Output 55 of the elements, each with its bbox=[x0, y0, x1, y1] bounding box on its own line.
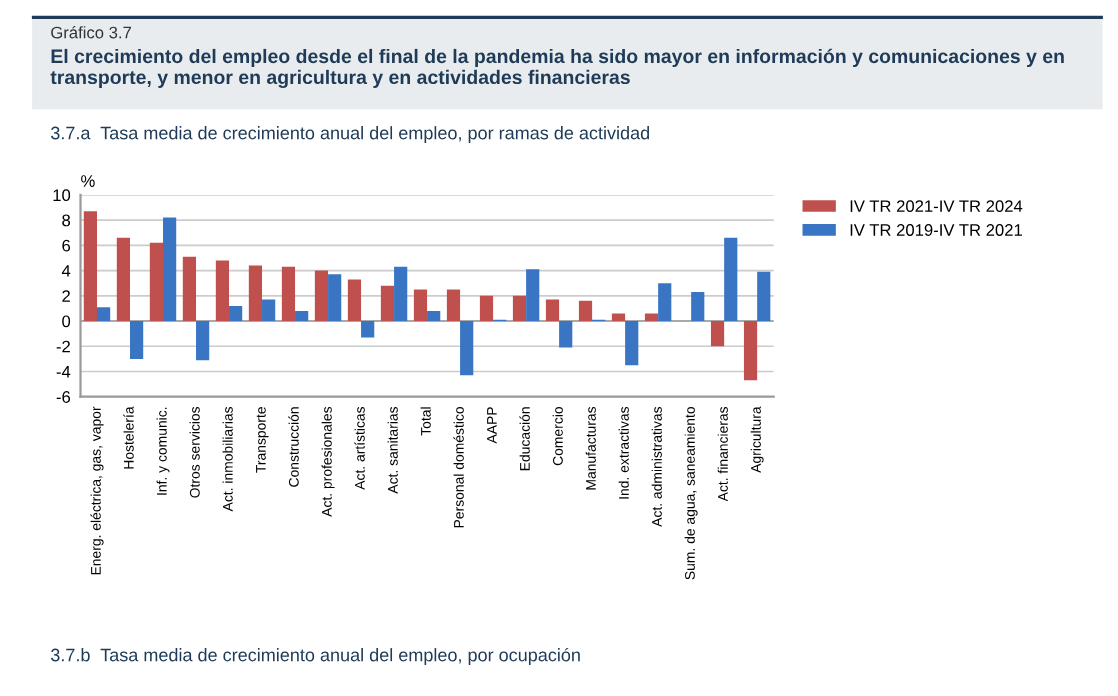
bar bbox=[625, 321, 639, 366]
y-tick-label: 2 bbox=[62, 290, 70, 302]
y-tick-label: 10 bbox=[53, 189, 71, 202]
y-tick-label: -2 bbox=[56, 340, 70, 353]
bar bbox=[281, 266, 296, 322]
bar bbox=[248, 265, 263, 322]
y-tick-label: 6 bbox=[62, 239, 71, 252]
y-tick-label: -6 bbox=[56, 391, 71, 403]
bar bbox=[328, 274, 342, 322]
bar bbox=[578, 300, 593, 322]
text: Gráfico 3.7 bbox=[51, 26, 131, 39]
bar bbox=[526, 269, 540, 322]
bar bbox=[427, 310, 441, 322]
y-tick-label: 0 bbox=[62, 315, 71, 328]
bar bbox=[361, 321, 375, 338]
bar bbox=[743, 321, 758, 381]
bar bbox=[413, 289, 428, 322]
bar bbox=[658, 283, 672, 322]
bar bbox=[347, 279, 362, 322]
bar bbox=[229, 305, 243, 322]
bar bbox=[163, 217, 177, 322]
y-tick-label: 8 bbox=[62, 214, 71, 227]
bar bbox=[394, 266, 408, 322]
bar bbox=[314, 270, 329, 322]
bar bbox=[116, 237, 131, 322]
bar bbox=[479, 295, 494, 322]
bar bbox=[196, 321, 210, 361]
bar bbox=[83, 211, 97, 322]
bar bbox=[295, 310, 309, 322]
text: 3.7.b Tasa media de crecimiento anual del empleo, por ocupación bbox=[51, 647, 580, 665]
bar bbox=[446, 289, 461, 322]
y-tick-label: -4 bbox=[56, 366, 71, 378]
legend-label: IV TR 2019-IV TR 2021 bbox=[850, 224, 1022, 236]
bar bbox=[757, 271, 771, 322]
bar bbox=[460, 321, 474, 376]
y-tick-label: 4 bbox=[61, 265, 71, 277]
bar bbox=[215, 260, 230, 322]
bar bbox=[262, 299, 276, 322]
bar bbox=[130, 321, 144, 359]
y-axis-title: % bbox=[81, 175, 95, 187]
legend-label: IV TR 2021-IV TR 2024 bbox=[850, 200, 1023, 213]
chart-title: El crecimiento del empleo desde el final de la pandemia ha sido mayor en información y comunicaciones y en transporte, y menor en agricultura y en actividades financieras bbox=[50, 48, 1064, 89]
bar bbox=[611, 313, 626, 322]
bar bbox=[710, 321, 725, 347]
bar bbox=[149, 242, 164, 322]
bar bbox=[545, 299, 560, 322]
chart-subtitle: 3.7.a Tasa media de crecimiento anual del empleo, por ramas de actividad bbox=[51, 126, 649, 143]
bar bbox=[644, 313, 659, 322]
bar bbox=[724, 237, 738, 322]
bar bbox=[559, 321, 573, 348]
bar bbox=[97, 307, 111, 322]
bar bbox=[512, 295, 527, 322]
bar bbox=[380, 285, 395, 322]
bar bbox=[691, 292, 705, 322]
bar bbox=[182, 256, 197, 322]
